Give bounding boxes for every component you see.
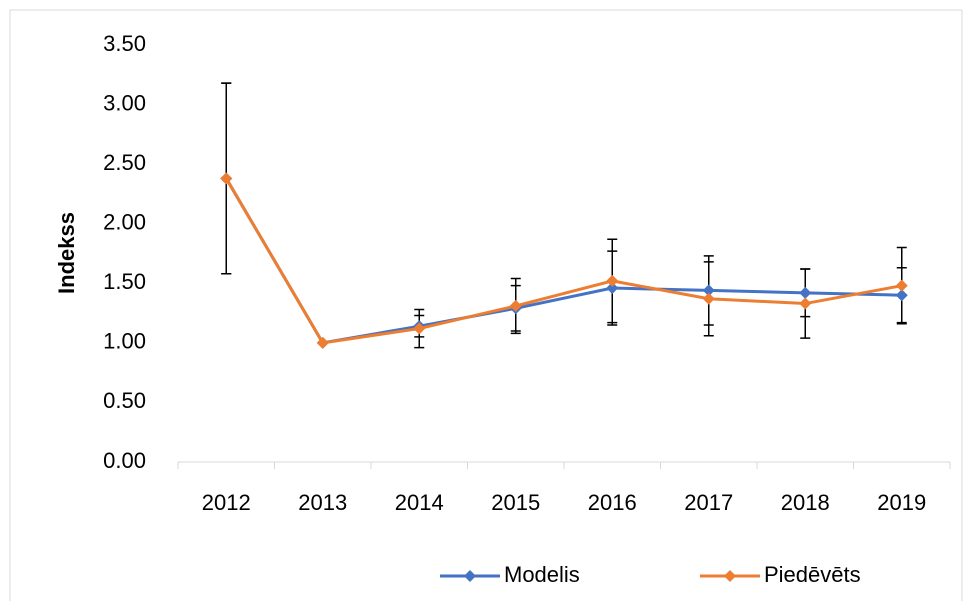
point-marker (316, 336, 329, 349)
x-tick-label: 2015 (491, 490, 540, 515)
y-tick-label: 3.50 (103, 31, 146, 56)
y-tick-label: 1.50 (103, 269, 146, 294)
point-marker (220, 172, 233, 185)
legend-label: Piedēvēts (764, 562, 861, 587)
x-tick-label: 2017 (684, 490, 733, 515)
y-tick-label: 1.00 (103, 329, 146, 354)
point-marker (895, 279, 908, 292)
x-tick-label: 2013 (298, 490, 347, 515)
chart-border (9, 9, 963, 601)
y-tick-label: 3.00 (103, 90, 146, 115)
x-tick-label: 2012 (202, 490, 251, 515)
legend-marker (724, 570, 736, 582)
x-tick-label: 2019 (877, 490, 926, 515)
y-tick-label: 0.00 (103, 448, 146, 473)
point-marker (702, 284, 715, 297)
legend-label: Modelis (504, 562, 580, 587)
point-marker (606, 274, 619, 287)
x-tick-label: 2016 (588, 490, 637, 515)
y-tick-label: 0.50 (103, 388, 146, 413)
point-marker (799, 286, 812, 299)
y-axis-label: Indekss (54, 212, 79, 294)
legend-marker (464, 570, 476, 582)
series-line (224, 177, 903, 345)
point-marker (509, 299, 522, 312)
point-marker (606, 282, 619, 295)
x-tick-label: 2018 (781, 490, 830, 515)
point-marker (702, 292, 715, 305)
point-marker (799, 297, 812, 310)
y-tick-label: 2.50 (103, 150, 146, 175)
point-marker (895, 289, 908, 302)
x-tick-label: 2014 (395, 490, 444, 515)
series-line (224, 177, 902, 345)
y-tick-label: 2.00 (103, 210, 146, 235)
point-marker (413, 322, 426, 335)
